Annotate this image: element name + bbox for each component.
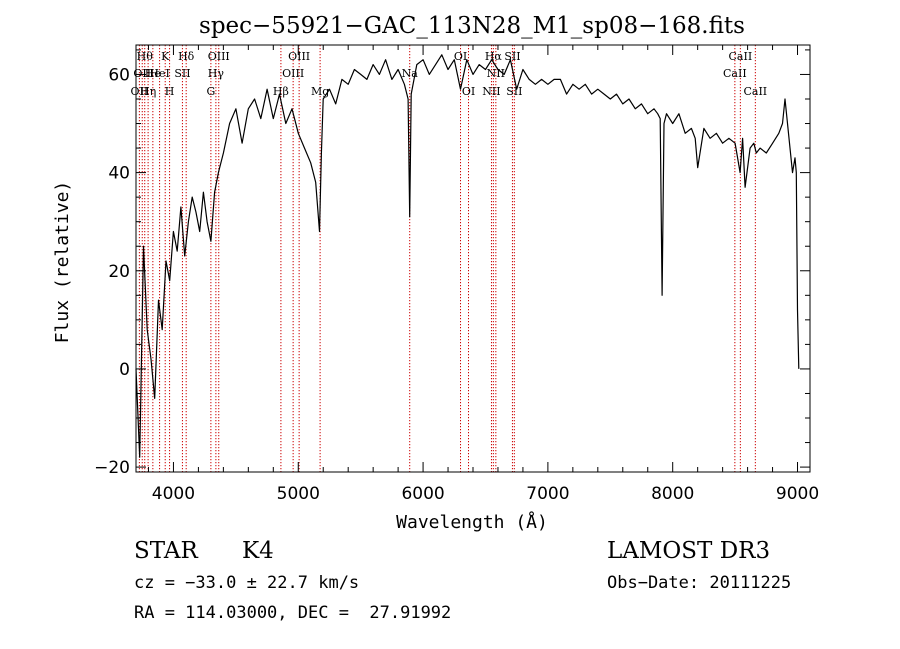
spectral-line-label-14: OIII (282, 67, 304, 80)
spectral-line-label-10: G (206, 85, 215, 98)
redshift-velocity: cz = −33.0 ± 22.7 km/s (134, 573, 360, 593)
spectral-line-label-7: H (165, 85, 175, 98)
spectral-line-label-27: CaII (743, 85, 767, 98)
spectral-line-label-4: He (145, 67, 161, 80)
y-tick-label--20: −20 (94, 458, 130, 478)
spectral-line-label-17: Na (402, 67, 419, 80)
spectral-line-label-13: Hβ (273, 85, 289, 98)
spectral-line-label-19: OI (462, 85, 475, 98)
spectral-line-label-21: Hα (485, 50, 503, 63)
spectral-line-label-5: HeI (149, 67, 169, 80)
series-layer (135, 54, 800, 458)
spectral-line-label-9: Hδ (178, 50, 195, 63)
coordinates: RA = 114.03000, DEC = 27.91992 (134, 603, 452, 623)
chart-title: spec−55921−GAC_113N28_M1_sp08−168.fits (199, 13, 745, 39)
y-tick-label-40: 40 (108, 164, 130, 184)
x-tick-label-4000: 4000 (152, 484, 195, 504)
spectral-line-label-15: OIII (288, 50, 310, 63)
spectral-line-label-3: Hη (140, 85, 156, 98)
x-tick-label-9000: 9000 (776, 484, 819, 504)
spectral-line-label-11: Hγ (208, 67, 225, 80)
spectral-line-label-12: OIII (208, 50, 230, 63)
y-tick-label-0: 0 (119, 360, 130, 380)
spectral-line-label-24: SII (506, 85, 522, 98)
x-tick-label-8000: 8000 (651, 484, 694, 504)
axes-layer: 4000 5000 6000 7000 8000 9000 −20 0 20 40 60 (94, 44, 819, 504)
spectral-line-label-8: SII (174, 67, 190, 80)
spectral-line-label-6: K (161, 50, 170, 63)
spectral-line-label-22: NII (487, 67, 505, 80)
x-tick-label-6000: 6000 (401, 484, 444, 504)
spectral-line-label-26: CaII (729, 50, 753, 63)
plot-frame (135, 44, 811, 473)
y-axis-label: Flux (relative) (52, 181, 73, 344)
observation-date: Obs−Date: 20111225 (607, 573, 792, 593)
object-subclass: K4 (242, 538, 274, 564)
spectral-line-label-1: OII (133, 67, 151, 80)
spectral-line-label-25: CaII (723, 67, 747, 80)
x-tick-label-7000: 7000 (526, 484, 569, 504)
spectral-line-label-16: Mg (311, 85, 329, 98)
x-tick-label-5000: 5000 (277, 484, 320, 504)
y-tick-label-20: 20 (108, 262, 130, 282)
spectral-line-label-2: Hθ (137, 50, 154, 63)
series-line-spectrum (135, 54, 800, 458)
object-class: STAR (134, 538, 198, 564)
spectral-line-label-23: SII (504, 50, 520, 63)
spectral-line-label-0: OII (131, 85, 149, 98)
survey-name: LAMOST DR3 (607, 538, 771, 564)
y-tick-label-60: 60 (108, 65, 130, 85)
spectral-line-label-20: NII (482, 85, 500, 98)
spectral-line-label-18: OI (454, 50, 467, 63)
x-axis-label: Wavelength (Å) (396, 511, 548, 533)
spectral-lines-layer (138, 45, 756, 472)
